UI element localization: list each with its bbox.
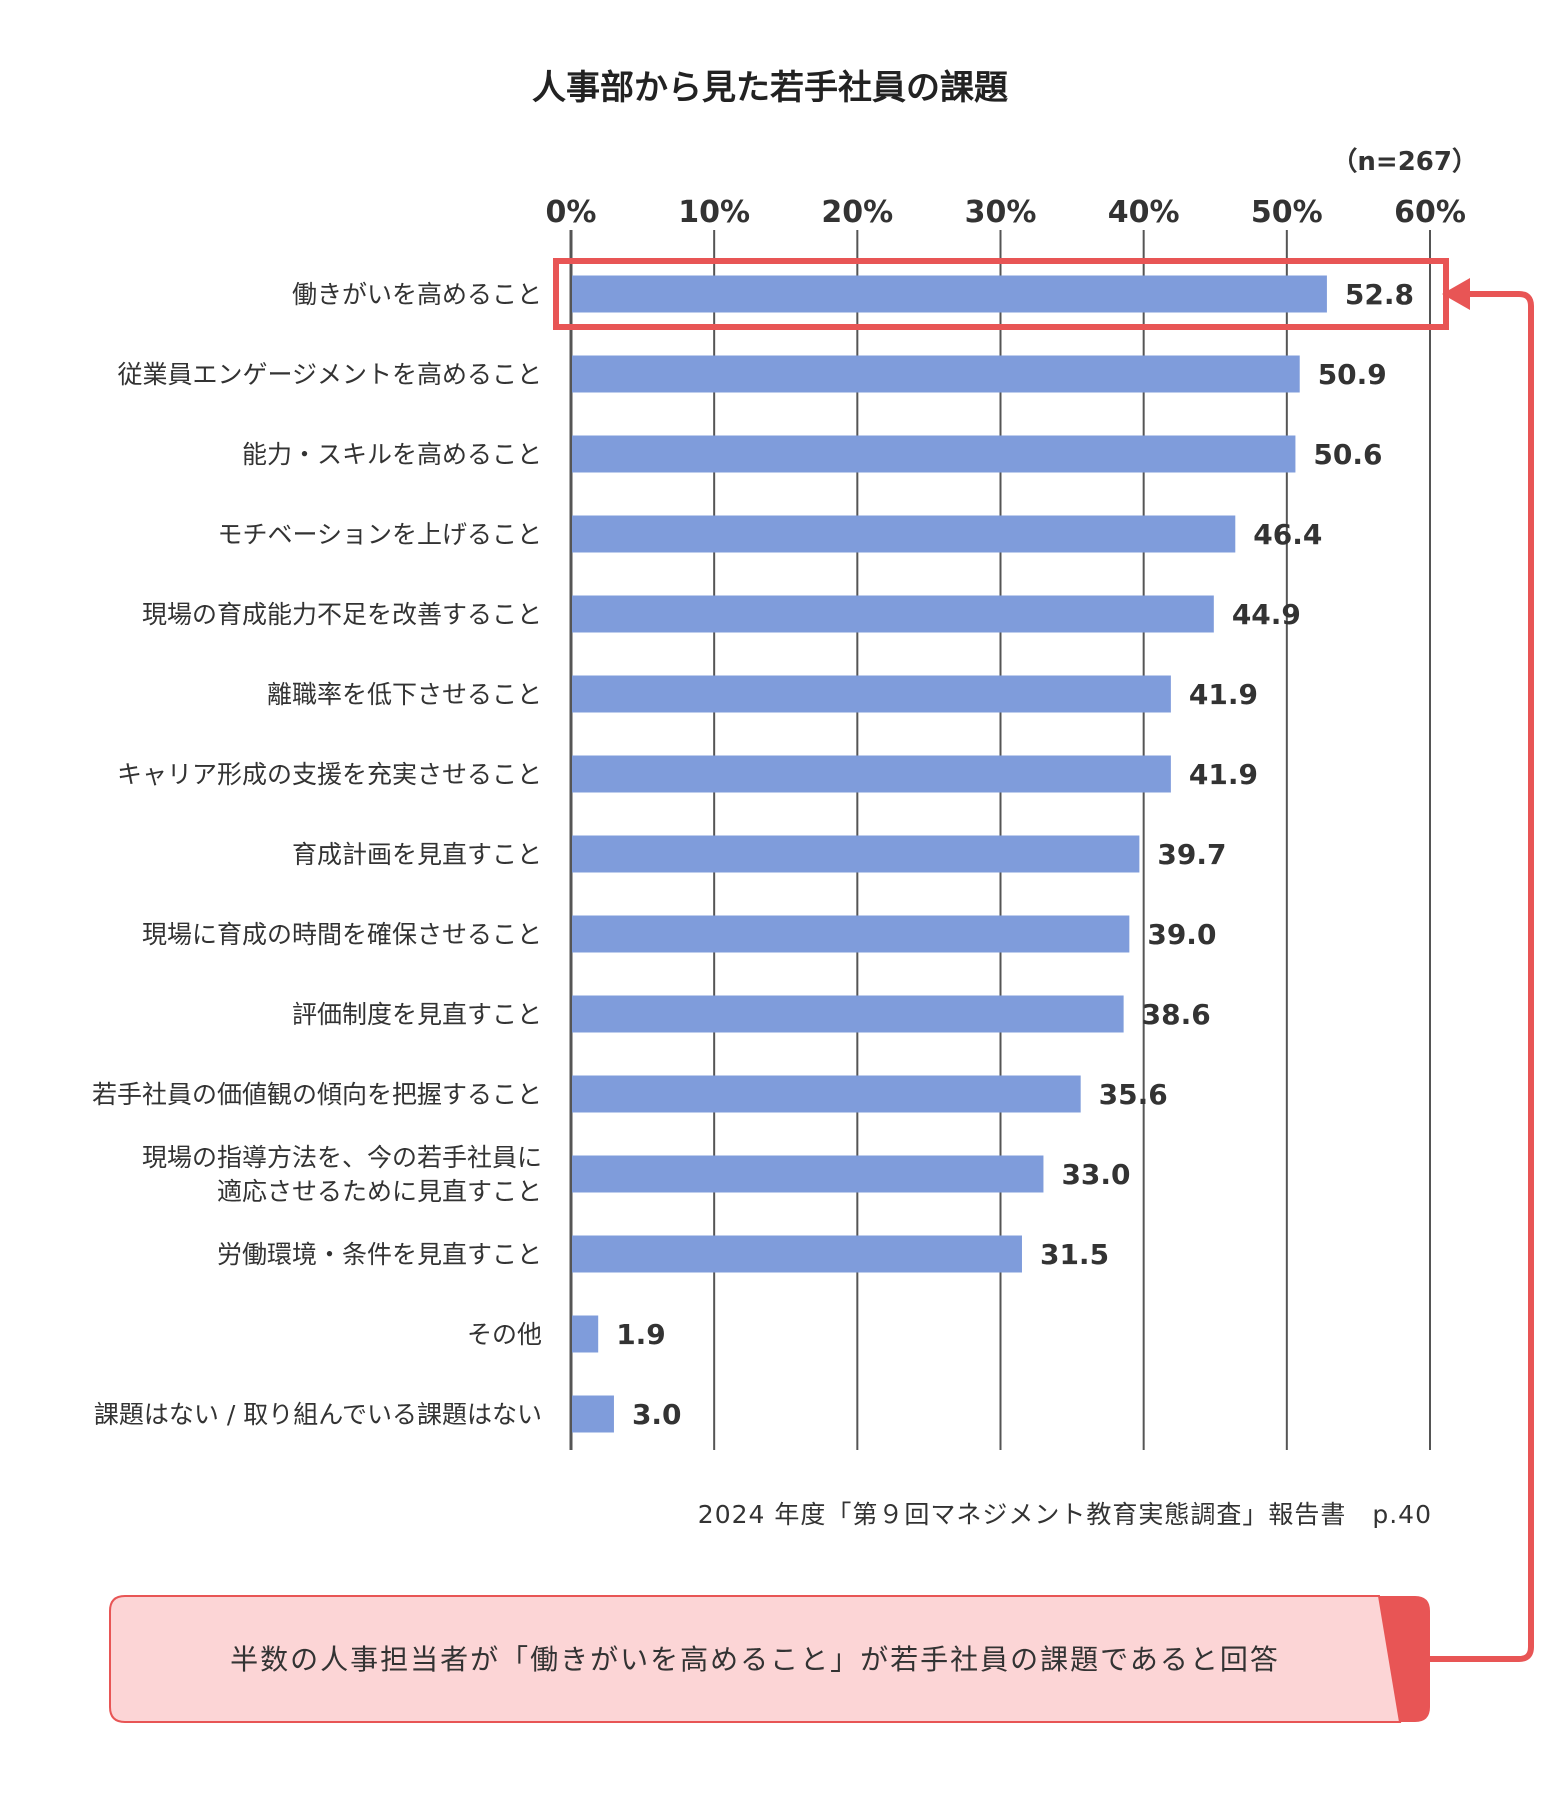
bar xyxy=(572,835,1140,873)
x-tick-label: 0% xyxy=(546,195,597,230)
data-label: 41.9 xyxy=(1189,678,1258,711)
x-axis-ticks: 0% 10% 20% 30% 40% 50% 60% xyxy=(546,195,1466,230)
category-label: 現場に育成の時間を確保させること xyxy=(142,920,542,949)
data-label: 41.9 xyxy=(1189,758,1258,791)
category-label: 従業員エンゲージメントを高めること xyxy=(117,360,542,389)
source-note: 2024 年度「第９回マネジメント教育実態調査」報告書 p.40 xyxy=(698,1500,1432,1529)
x-tick-label: 10% xyxy=(678,195,750,230)
data-label: 38.6 xyxy=(1142,998,1211,1031)
gridlines xyxy=(569,230,1431,1450)
x-tick-label: 50% xyxy=(1251,195,1323,230)
data-label: 50.9 xyxy=(1318,358,1387,391)
data-label: 31.5 xyxy=(1040,1238,1109,1271)
data-label: 44.9 xyxy=(1232,598,1301,631)
callout-text: 半数の人事担当者が「働きがいを高めること」が若手社員の課題であると回答 xyxy=(230,1643,1280,1676)
category-label: 現場の指導方法を、今の若手社員に xyxy=(142,1143,542,1172)
data-label: 3.0 xyxy=(632,1398,682,1431)
category-label: キャリア形成の支援を充実させること xyxy=(117,760,542,789)
bars xyxy=(572,275,1327,1433)
value-labels: 52.8 50.9 50.6 46.4 44.9 41.9 41.9 39.7 39.0 38.6… xyxy=(616,278,1414,1431)
bar xyxy=(572,1235,1022,1273)
data-label: 46.4 xyxy=(1253,518,1322,551)
bar xyxy=(572,755,1171,793)
category-labels: 働きがいを高めること従業員エンゲージメントを高めること能力・スキルを高めることモ… xyxy=(92,280,542,1429)
data-label: 39.0 xyxy=(1147,918,1216,951)
connector-arrow xyxy=(1430,278,1534,1662)
x-tick-label: 60% xyxy=(1394,195,1466,230)
category-label: 労働環境・条件を見直すこと xyxy=(217,1240,542,1269)
bar xyxy=(572,675,1171,713)
bar xyxy=(572,275,1327,313)
category-label: 育成計画を見直すこと xyxy=(292,840,542,869)
data-label: 35.6 xyxy=(1099,1078,1168,1111)
bar xyxy=(572,1395,614,1433)
category-label: 課題はない / 取り組んでいる課題はない xyxy=(94,1400,542,1429)
category-label: 離職率を低下させること xyxy=(267,680,542,709)
callout-tab xyxy=(1379,1596,1430,1722)
x-tick-label: 40% xyxy=(1108,195,1180,230)
category-label: その他 xyxy=(467,1320,542,1349)
connector-line xyxy=(1430,291,1534,1662)
bar xyxy=(572,915,1130,953)
data-label: 33.0 xyxy=(1061,1158,1130,1191)
arrowhead-icon xyxy=(1442,278,1470,310)
bar xyxy=(572,1315,599,1353)
data-label: 50.6 xyxy=(1313,438,1382,471)
x-tick-label: 20% xyxy=(821,195,893,230)
bar xyxy=(572,995,1124,1033)
callout-box xyxy=(109,1595,1402,1723)
category-label: 現場の育成能力不足を改善すること xyxy=(142,600,542,629)
bar xyxy=(572,1155,1044,1193)
category-label: 若手社員の価値観の傾向を把握すること xyxy=(92,1080,542,1109)
data-label: 39.7 xyxy=(1157,838,1226,871)
category-label: 適応させるために見直すこと xyxy=(217,1177,542,1206)
bar xyxy=(572,515,1236,553)
category-label: モチベーションを上げること xyxy=(217,520,542,549)
sample-size-label: （n=267） xyxy=(1331,147,1478,177)
data-label: 52.8 xyxy=(1345,278,1414,311)
data-label: 1.9 xyxy=(616,1318,666,1351)
callout: 半数の人事担当者が「働きがいを高めること」が若手社員の課題であると回答 xyxy=(109,1595,1430,1723)
bar xyxy=(572,355,1300,393)
category-label: 働きがいを高めること xyxy=(292,280,542,309)
category-label: 能力・スキルを高めること xyxy=(242,440,542,469)
bar xyxy=(572,595,1214,633)
chart-title: 人事部から見た若手社員の課題 xyxy=(532,68,1008,108)
bar xyxy=(572,1075,1081,1113)
category-label: 評価制度を見直すこと xyxy=(292,1000,542,1029)
x-tick-label: 30% xyxy=(965,195,1037,230)
bar xyxy=(572,435,1296,473)
